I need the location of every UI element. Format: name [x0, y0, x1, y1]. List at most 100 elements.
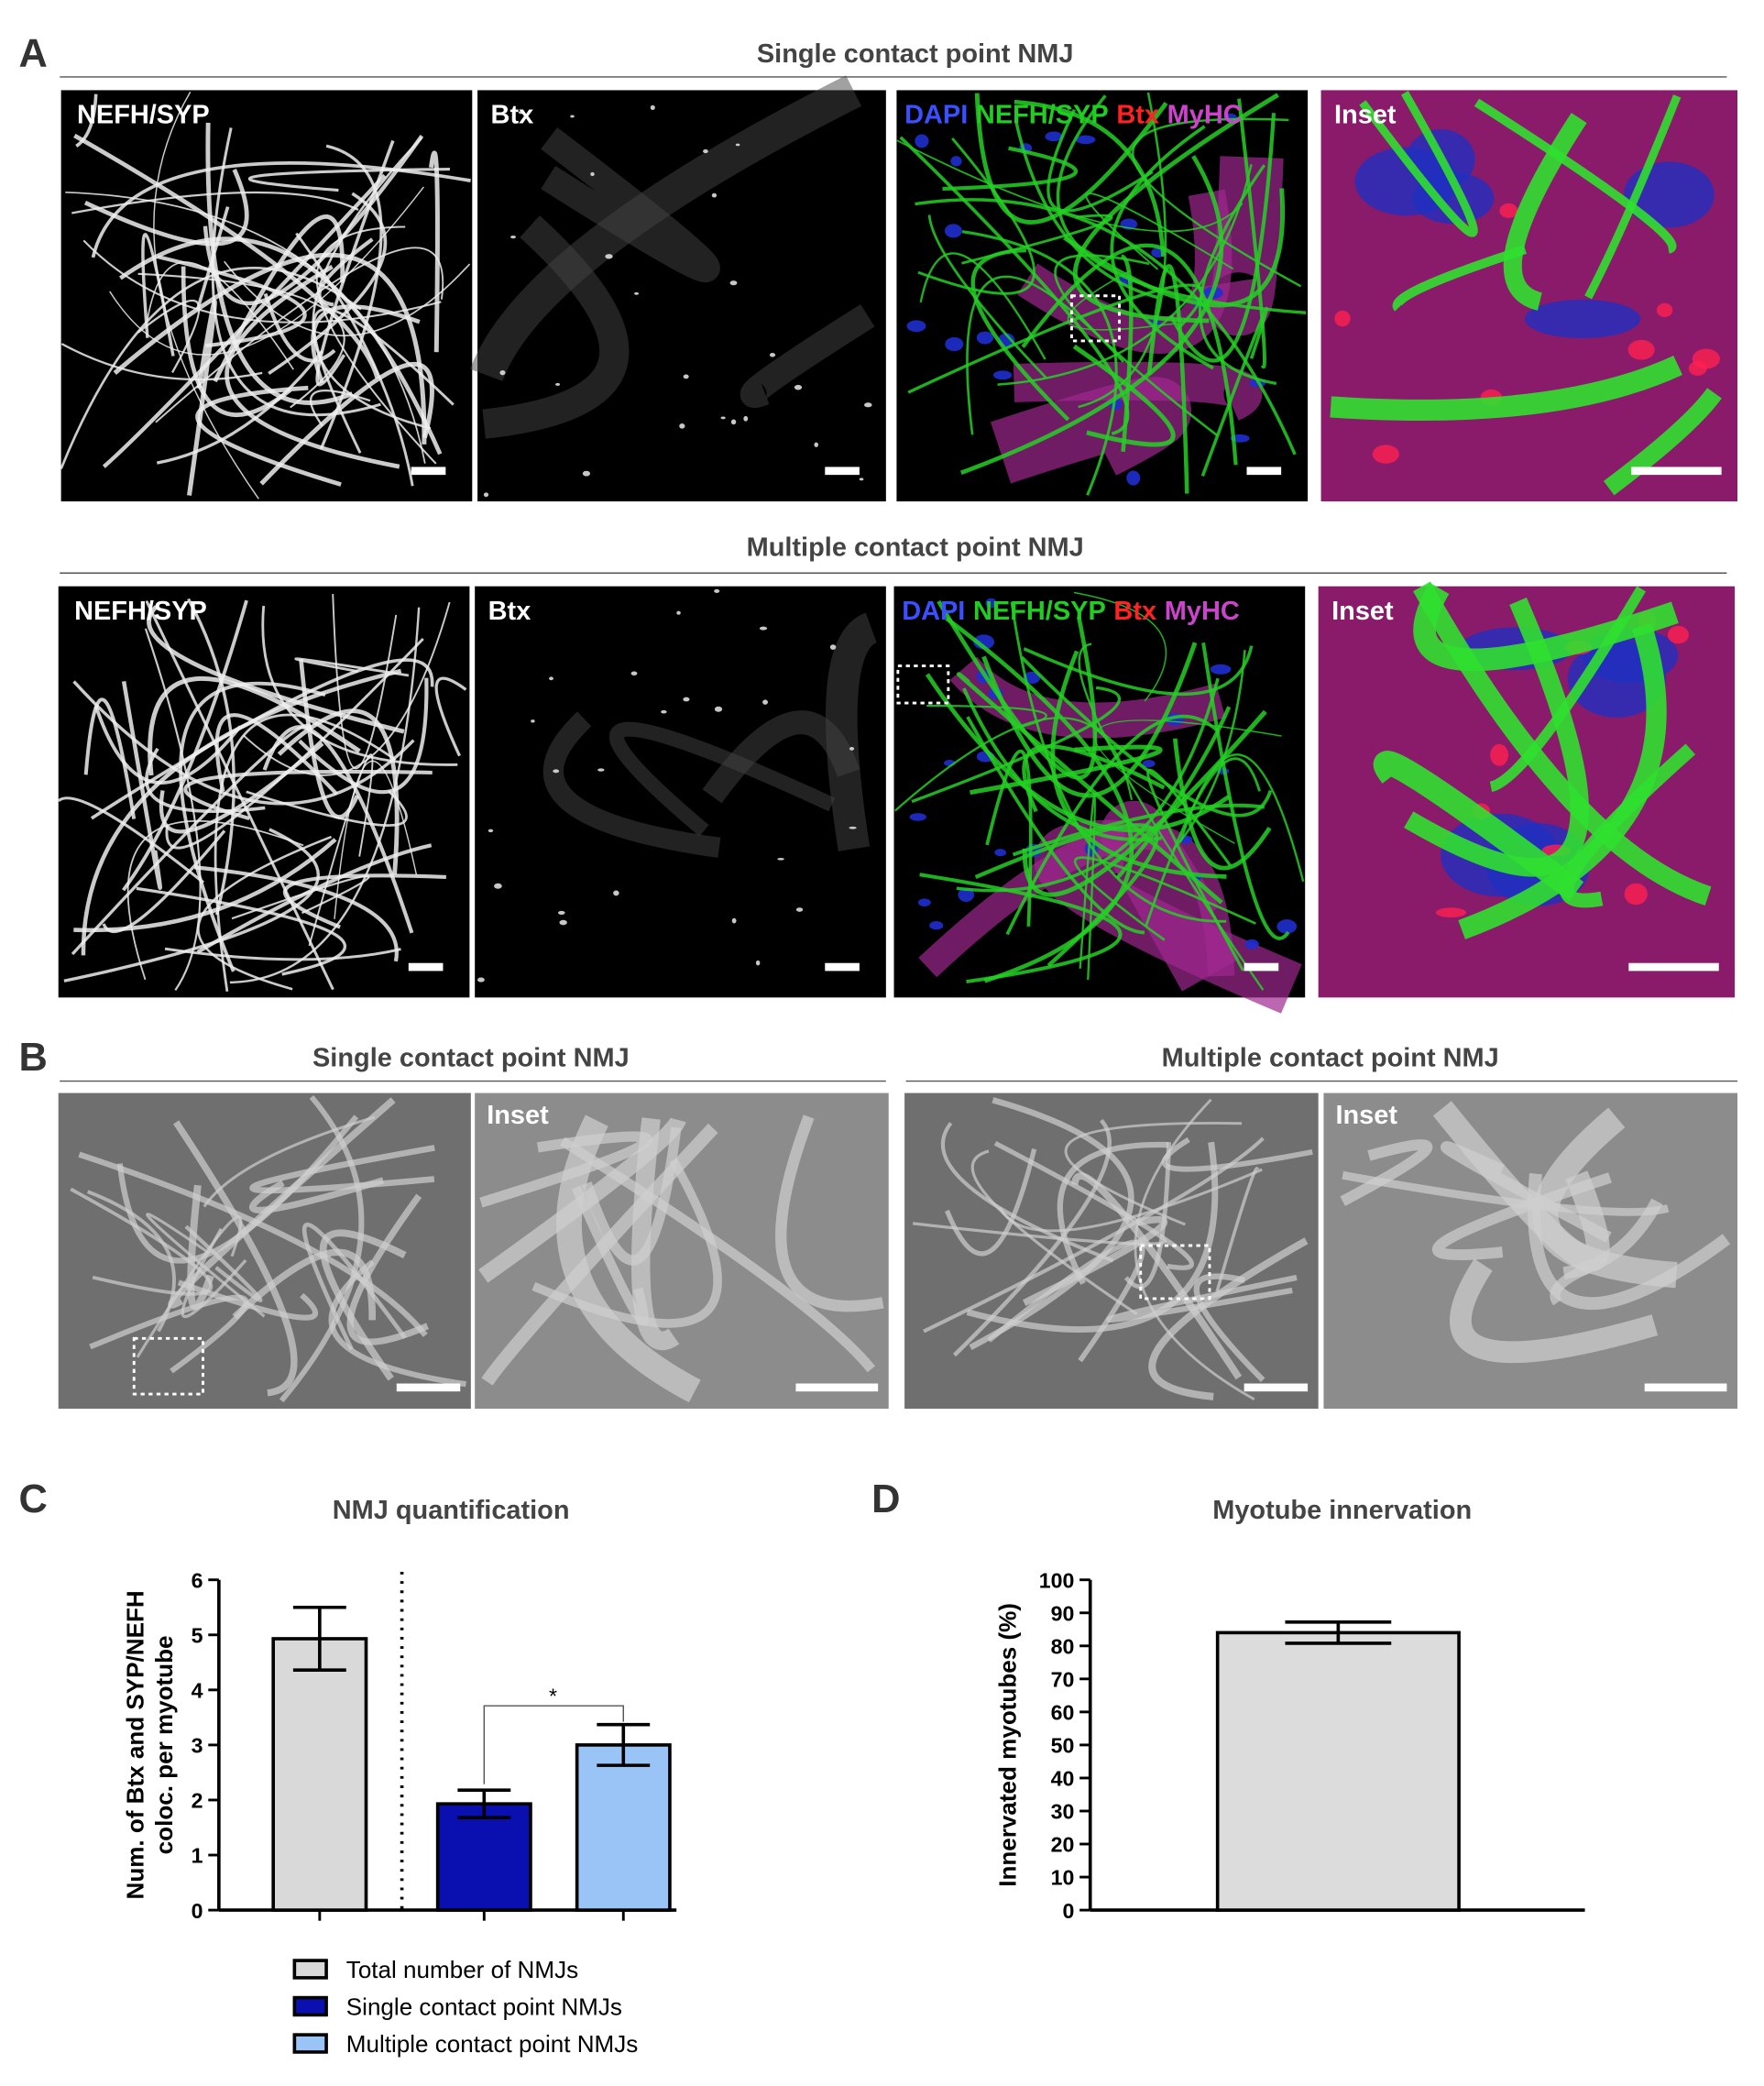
fiber [1148, 1237, 1309, 1400]
fiber [102, 173, 387, 468]
fiber [959, 155, 1224, 476]
chart-title: NMJ quantification [333, 1496, 570, 1525]
blob [829, 644, 837, 650]
fiber [1168, 113, 1276, 363]
micrograph [475, 586, 886, 998]
fiber [146, 1213, 266, 1318]
blob [483, 492, 489, 498]
fiber [1201, 642, 1290, 940]
y-tick-label: 30 [1051, 1800, 1075, 1824]
fiber [294, 657, 410, 677]
fiber [282, 873, 446, 929]
fiber [295, 232, 414, 487]
fiber [279, 1094, 365, 1403]
fiber [1161, 1136, 1313, 1172]
fiber [83, 697, 137, 819]
panel-label: D [871, 1477, 900, 1521]
blob [769, 353, 776, 357]
fiber [957, 672, 1223, 905]
panel-label: A [19, 31, 48, 75]
fiber [970, 744, 1163, 796]
fiber [1023, 645, 1254, 697]
fiber [825, 612, 879, 851]
fiber [249, 1177, 385, 1213]
panel-label: B [19, 1036, 48, 1080]
blob [714, 588, 720, 593]
blob [915, 134, 929, 148]
scale-bar [795, 1383, 879, 1392]
fiber [1013, 99, 1166, 258]
blob [731, 917, 737, 924]
blob [499, 369, 506, 376]
fiber [231, 874, 370, 920]
y-tick-label: 40 [1051, 1767, 1075, 1791]
fiber [193, 865, 399, 962]
fiber [118, 236, 443, 456]
blob [549, 676, 553, 681]
fiber [966, 1141, 1219, 1333]
fiber [319, 144, 383, 450]
scale-bar [825, 962, 860, 972]
fiber [184, 1224, 263, 1302]
y-tick-label: 0 [192, 1899, 203, 1923]
blob [597, 768, 605, 772]
legend-swatch [292, 2033, 328, 2054]
fiber [1072, 344, 1176, 447]
fiber [299, 658, 359, 819]
fiber [147, 605, 405, 734]
scale-bar [408, 962, 444, 972]
blob [714, 706, 723, 712]
error-bar [597, 1722, 651, 1767]
fiber [927, 214, 1047, 379]
blob [1435, 907, 1467, 918]
fiber [1215, 1167, 1260, 1292]
fiber [894, 717, 1134, 812]
fiber [1412, 581, 1712, 906]
y-tick-label: 80 [1051, 1634, 1075, 1658]
blob [510, 235, 516, 239]
fiber [993, 1141, 1195, 1270]
fiber [159, 741, 324, 834]
fiber [997, 163, 1253, 386]
fiber [203, 1115, 376, 1208]
scale-bar [825, 467, 860, 476]
y-tick-label: 3 [192, 1734, 203, 1758]
fiber [560, 1136, 876, 1373]
fiber [896, 139, 1244, 233]
blob [1624, 883, 1648, 906]
fiber [179, 681, 326, 972]
image-label: Inset [1334, 101, 1397, 130]
fiber [923, 1136, 1265, 1334]
y-tick-label: 6 [192, 1568, 203, 1592]
fiber [1012, 803, 1265, 857]
image-label: Btx [491, 101, 534, 130]
fiber [969, 1097, 1134, 1351]
blob [994, 849, 1007, 857]
fiber [1078, 92, 1167, 409]
fiber [247, 168, 450, 192]
blob [795, 907, 804, 912]
fiber [214, 713, 397, 993]
blob [634, 291, 639, 295]
blob [555, 382, 561, 386]
bar [435, 1802, 532, 1912]
fiber [1237, 98, 1266, 369]
fiber [940, 1122, 1114, 1263]
fiber [1503, 113, 1587, 311]
blob [703, 148, 708, 154]
y-tick-label: 10 [1051, 1866, 1075, 1890]
blob [1023, 671, 1041, 684]
blob [917, 898, 931, 906]
blob [755, 960, 761, 966]
image-label: Inset [1335, 1101, 1397, 1130]
fiber [319, 1229, 407, 1381]
blob [1126, 470, 1141, 486]
fiber [1178, 753, 1305, 883]
blob [590, 171, 595, 177]
scale-bar [1246, 467, 1282, 476]
blob [950, 156, 962, 167]
y-tick-label: 4 [192, 1679, 203, 1703]
fiber [1064, 1121, 1243, 1226]
blob [1499, 203, 1518, 218]
fiber [945, 616, 1134, 983]
